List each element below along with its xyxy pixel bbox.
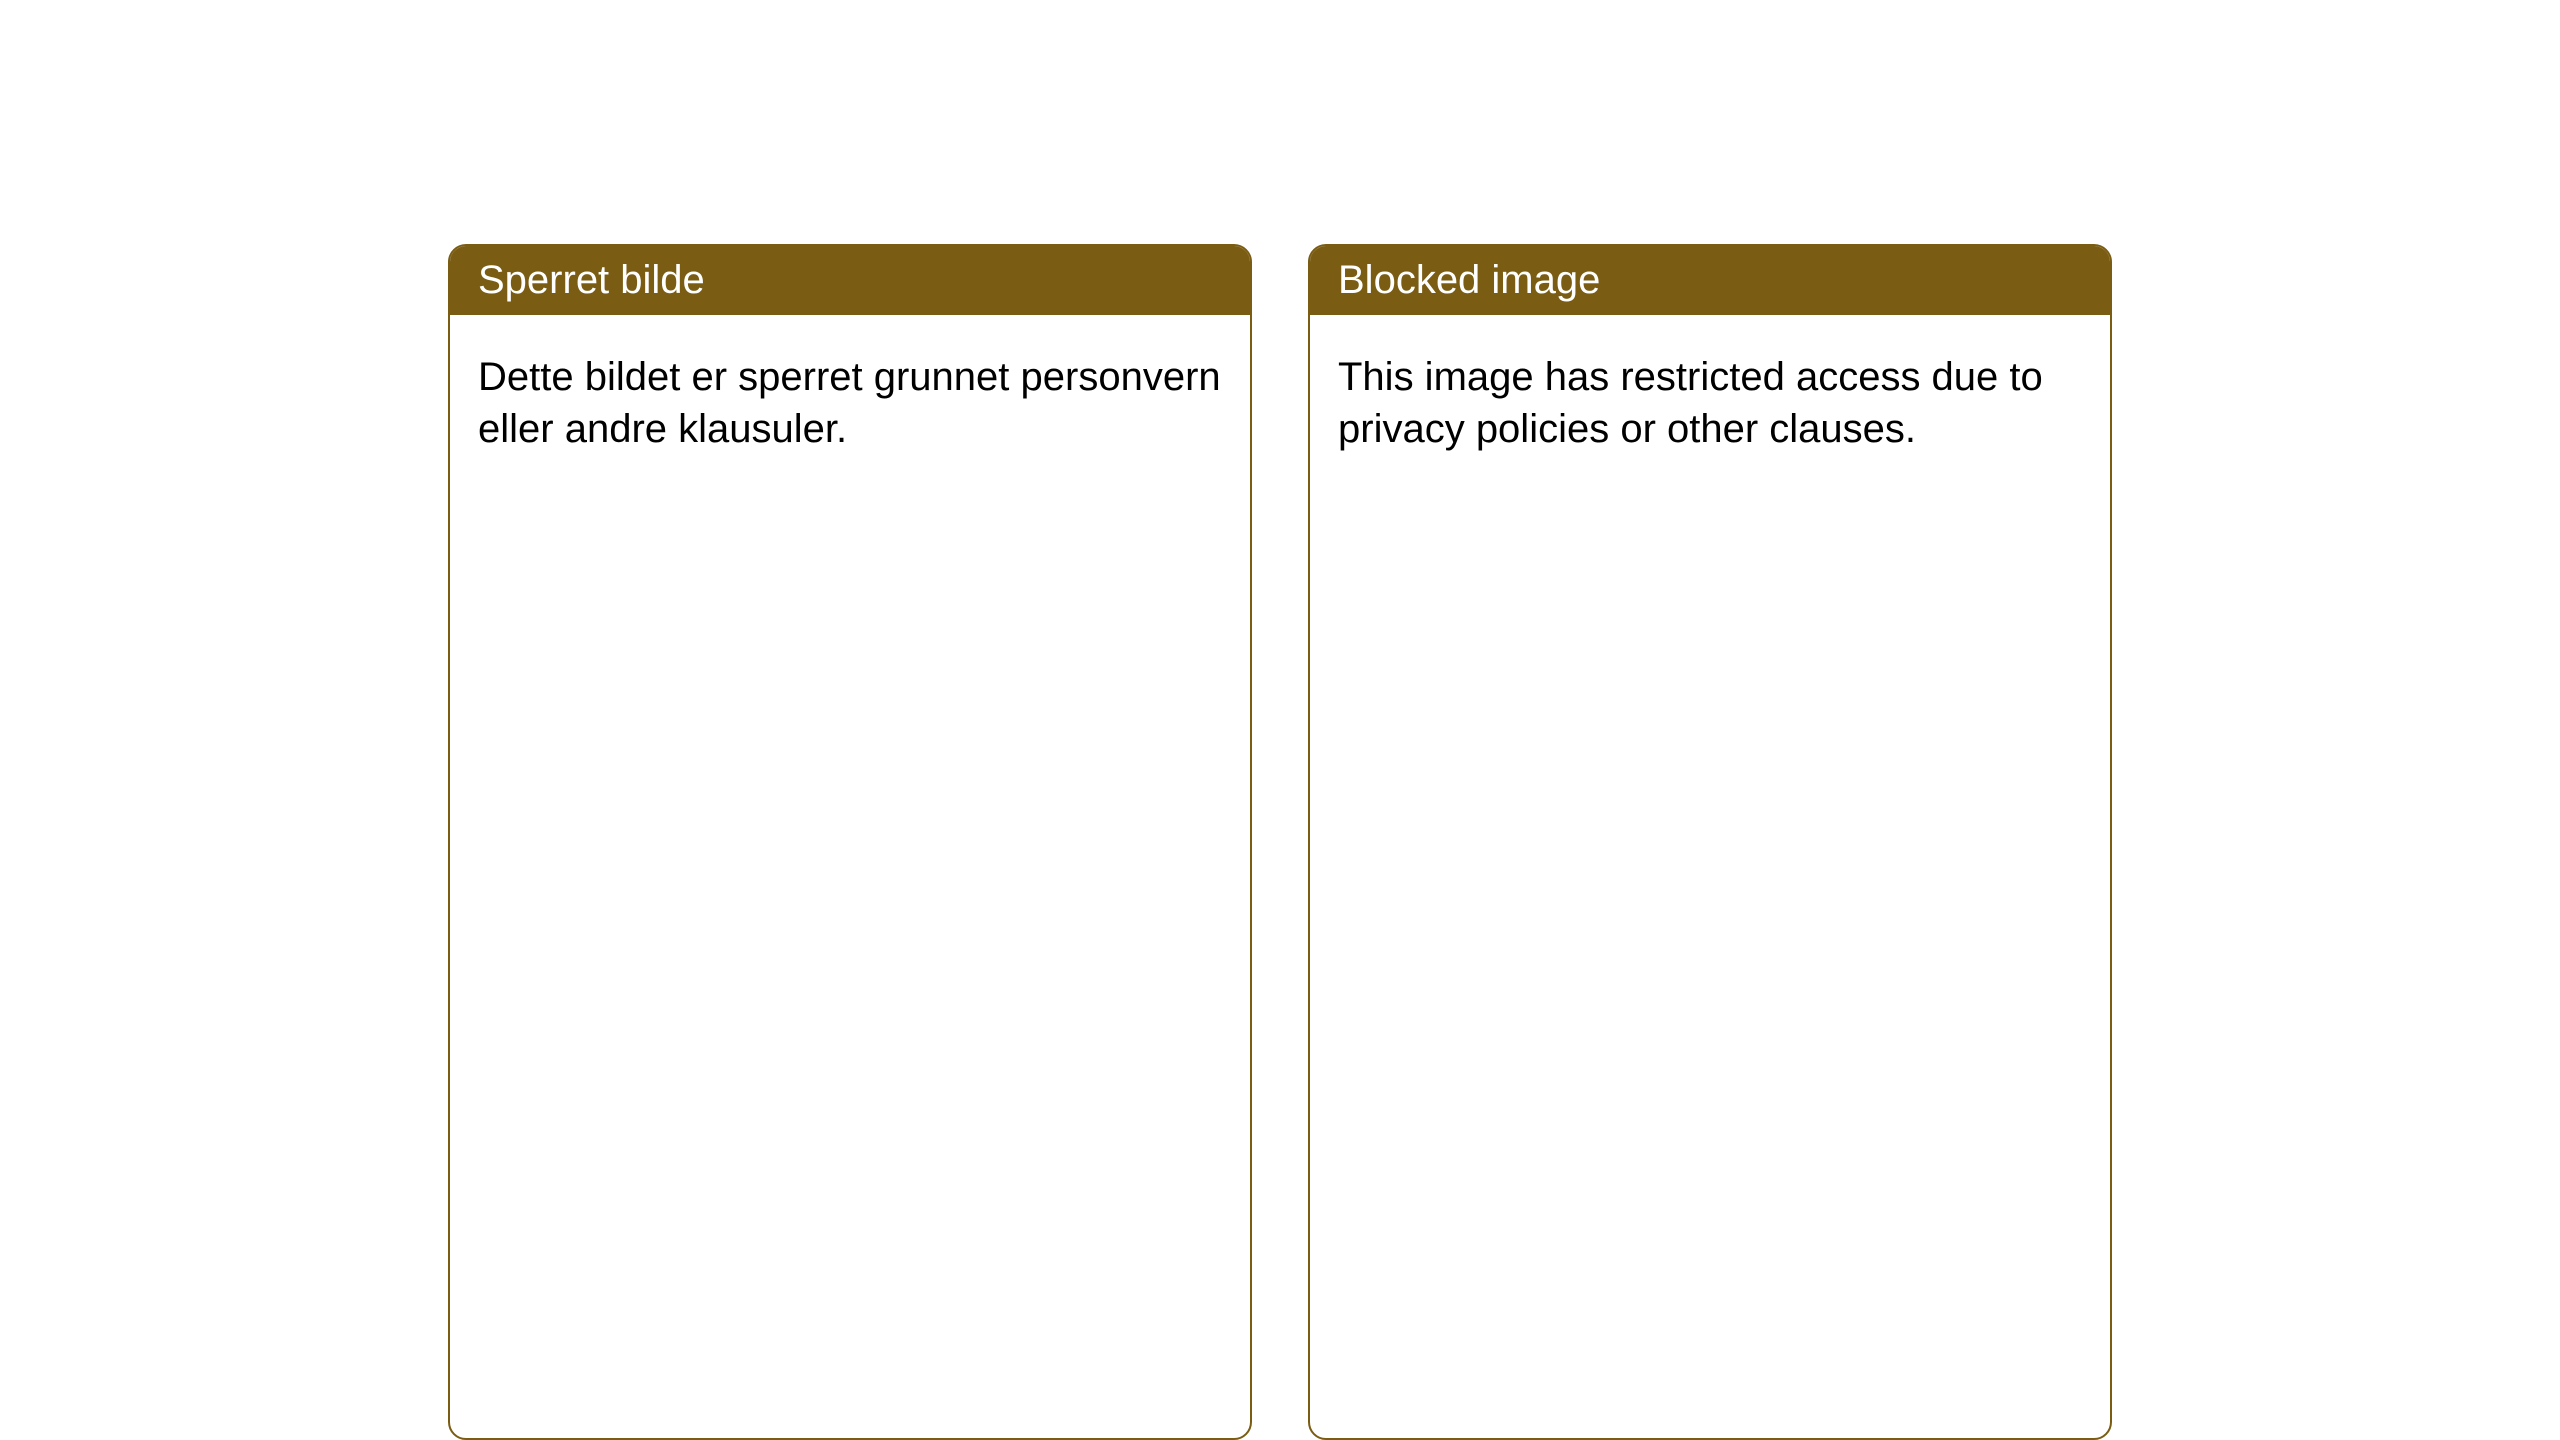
card-body-text: Dette bildet er sperret grunnet personve… (478, 355, 1221, 451)
card-header: Blocked image (1310, 246, 2110, 315)
card-body-text: This image has restricted access due to … (1338, 355, 2043, 451)
card-header: Sperret bilde (450, 246, 1250, 315)
card-title: Sperret bilde (478, 258, 705, 302)
blocked-image-card-english: Blocked image This image has restricted … (1308, 244, 2112, 1440)
blocked-image-card-norwegian: Sperret bilde Dette bildet er sperret gr… (448, 244, 1252, 1440)
notice-container: Sperret bilde Dette bildet er sperret gr… (448, 244, 2112, 1440)
card-title: Blocked image (1338, 258, 1600, 302)
card-body: This image has restricted access due to … (1310, 315, 2110, 545)
card-body: Dette bildet er sperret grunnet personve… (450, 315, 1250, 545)
